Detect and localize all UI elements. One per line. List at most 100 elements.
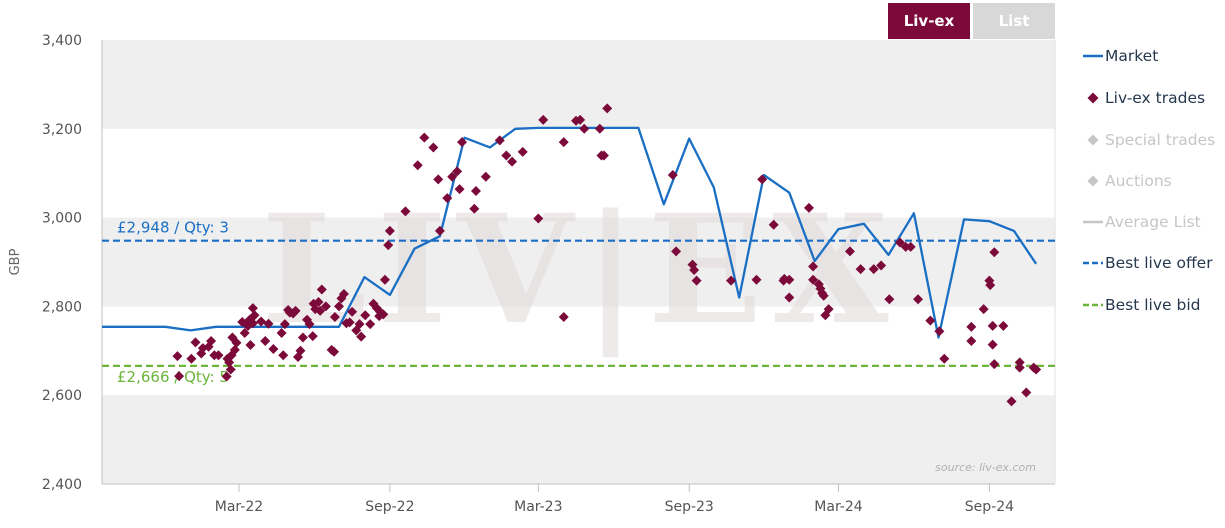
x-tick-label: Sep-23 xyxy=(665,499,714,515)
trade-point xyxy=(316,284,327,295)
trade-point xyxy=(247,318,258,329)
trade-point xyxy=(844,246,855,257)
trade-point xyxy=(691,275,702,286)
trade-point xyxy=(469,203,480,214)
trade-point xyxy=(726,275,737,286)
trade-point xyxy=(206,336,217,347)
trade-point xyxy=(245,340,256,351)
trade-point xyxy=(818,290,829,301)
y-tick-label: 2,800 xyxy=(42,299,82,315)
x-tick-label: Mar-24 xyxy=(814,499,862,515)
trade-point xyxy=(925,315,936,326)
trade-point xyxy=(667,169,678,180)
trade-point xyxy=(934,326,945,337)
trade-point xyxy=(808,261,819,272)
trade-point xyxy=(784,274,795,285)
shaded-band xyxy=(102,217,1055,307)
watermark-logo: LIV|EX xyxy=(261,182,898,358)
trade-point xyxy=(225,364,236,375)
trade-point xyxy=(558,137,569,148)
trade-point xyxy=(268,344,279,355)
legend-item-auctions[interactable]: Auctions xyxy=(1080,169,1225,193)
trade-point xyxy=(689,264,700,275)
trade-point xyxy=(338,288,349,299)
trade-point xyxy=(249,310,260,321)
trade-point xyxy=(447,171,458,182)
trade-point xyxy=(803,202,814,213)
trade-point xyxy=(905,241,916,252)
trade-point xyxy=(1021,387,1032,398)
trade-point xyxy=(229,344,240,355)
x-tick-label: Mar-22 xyxy=(215,499,263,515)
trade-point xyxy=(360,310,371,321)
diamond-icon xyxy=(1080,88,1105,108)
diamond-icon xyxy=(1080,171,1105,191)
trade-point xyxy=(378,309,389,320)
trade-point xyxy=(757,174,768,185)
trade-point xyxy=(533,213,544,224)
trade-point xyxy=(419,132,430,143)
legend-item-special-trades[interactable]: Special trades xyxy=(1080,128,1225,152)
trade-point xyxy=(987,339,998,350)
trade-point xyxy=(966,336,977,347)
y-tick-label: 2,600 xyxy=(42,388,82,404)
y-axis-title: GBP xyxy=(8,248,23,275)
trade-point xyxy=(365,319,376,330)
trade-point xyxy=(329,312,340,323)
trade-point xyxy=(221,371,232,382)
legend-item-average-list[interactable]: Average List xyxy=(1080,210,1225,234)
trade-point xyxy=(239,328,250,339)
trade-point xyxy=(1031,364,1042,375)
trade-point xyxy=(329,346,340,357)
legend-item-best-live-offer[interactable]: Best live offer xyxy=(1080,251,1225,275)
trade-point xyxy=(808,274,819,285)
livex-trades-series xyxy=(172,103,1042,407)
trade-point xyxy=(457,137,468,148)
trade-point xyxy=(295,345,306,356)
trade-point xyxy=(868,264,879,275)
trade-point xyxy=(978,304,989,315)
trade-point xyxy=(558,312,569,323)
legend-item-livex-trades[interactable]: Liv-ex trades xyxy=(1080,86,1225,110)
average-line-icon xyxy=(1080,212,1105,232)
legend-item-market[interactable]: Market xyxy=(1080,44,1225,68)
source-label: source: liv-ex.com xyxy=(935,461,1036,474)
dashed-line-icon xyxy=(1080,253,1105,273)
trade-point xyxy=(213,350,224,361)
legend-label-best-live-bid: Best live bid xyxy=(1105,296,1201,314)
trade-point xyxy=(356,331,367,342)
best-live-offer-label: £2,948 / Qty: 3 xyxy=(117,219,229,237)
livex-toggle-button[interactable]: Liv-ex xyxy=(888,3,970,39)
trade-point xyxy=(876,260,887,271)
trade-point xyxy=(256,316,267,327)
x-tick-label: Mar-23 xyxy=(514,499,562,515)
trade-point xyxy=(186,353,197,364)
trade-point xyxy=(334,301,345,312)
trade-point xyxy=(383,240,394,251)
trade-point xyxy=(751,274,762,285)
legend-label-auctions: Auctions xyxy=(1105,172,1172,190)
trade-point xyxy=(987,320,998,331)
trade-point xyxy=(671,246,682,257)
y-tick-label: 3,200 xyxy=(42,122,82,138)
list-toggle-button[interactable]: List xyxy=(973,3,1055,39)
trade-point xyxy=(400,206,411,217)
trade-point xyxy=(989,359,1000,370)
trade-point xyxy=(1014,362,1025,373)
trade-point xyxy=(913,294,924,305)
shaded-band xyxy=(102,395,1055,484)
trade-point xyxy=(433,174,444,185)
trade-point xyxy=(855,264,866,275)
legend-label-livex-trades: Liv-ex trades xyxy=(1105,89,1206,107)
trade-point xyxy=(428,142,439,153)
legend-item-best-live-bid[interactable]: Best live bid xyxy=(1080,293,1225,317)
trade-point xyxy=(884,294,895,305)
trade-point xyxy=(784,292,795,303)
trade-point xyxy=(172,351,183,362)
trade-point xyxy=(344,317,355,328)
trade-point xyxy=(602,103,613,114)
trade-point xyxy=(347,306,358,317)
y-tick-label: 3,400 xyxy=(42,33,82,49)
dashed-line-icon xyxy=(1080,295,1105,315)
